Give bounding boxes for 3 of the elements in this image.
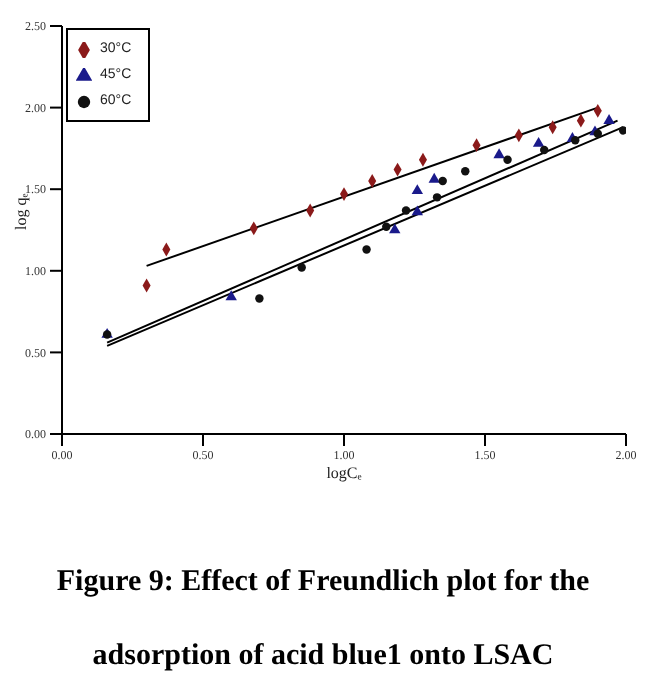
x-axis-title: logCₑ [326, 464, 362, 482]
y-axis-title: log qₑ [11, 193, 30, 230]
chart-title: Figure 9: Effect of Freundlich plot for the adsorption of acid blue1 onto LSAC [56, 566, 590, 672]
